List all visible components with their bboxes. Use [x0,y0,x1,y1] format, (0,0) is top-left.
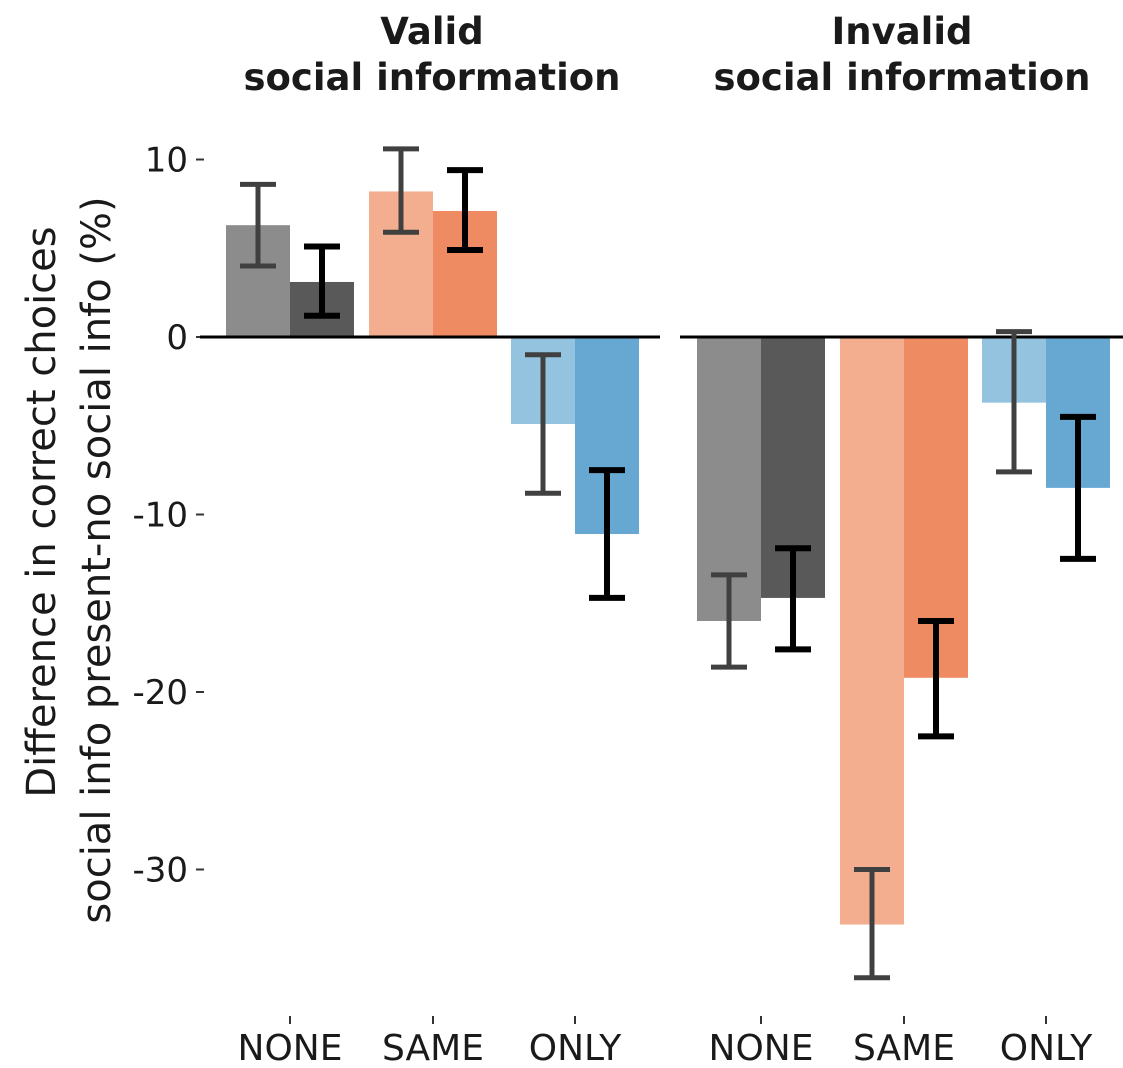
error-bar [711,572,747,670]
y-axis-label: Difference in correct choices social inf… [19,196,120,923]
y-axis: 10 0 -10 -20 -30 [132,141,204,891]
error-bar [854,867,890,981]
error-bar [240,181,276,269]
error-bar [775,545,811,653]
error-bar [304,243,340,319]
error-bar [447,167,483,254]
x-tick-label: SAME [382,1028,484,1068]
y-tick-label: -30 [132,851,188,891]
error-bar [383,146,419,235]
y-tick-label: -20 [132,673,188,713]
y-axis-label-line-2: social info present-no social info (%) [74,196,120,923]
panel-title-line-1: Invalid [831,10,972,53]
x-tick-label: ONLY [529,1028,623,1068]
y-tick-label: 10 [145,141,188,181]
error-bar [918,618,954,740]
x-tick-label: NONE [709,1028,814,1068]
panel-title-line-2: social information [243,56,620,99]
y-axis-label-line-1: Difference in correct choices [19,226,65,797]
x-tick-label: SAME [853,1028,955,1068]
y-tick-label: -10 [132,496,188,536]
panel-title-line-2: social information [713,56,1090,99]
error-bar [1060,413,1096,562]
x-tick-label: ONLY [1000,1028,1094,1068]
error-bar [996,329,1032,475]
error-bar [525,352,561,496]
x-tick-label: NONE [238,1028,343,1068]
bar [840,337,904,925]
error-bar [589,467,625,601]
panel-title-line-1: Valid [380,10,483,53]
y-tick-label: 0 [166,318,188,358]
